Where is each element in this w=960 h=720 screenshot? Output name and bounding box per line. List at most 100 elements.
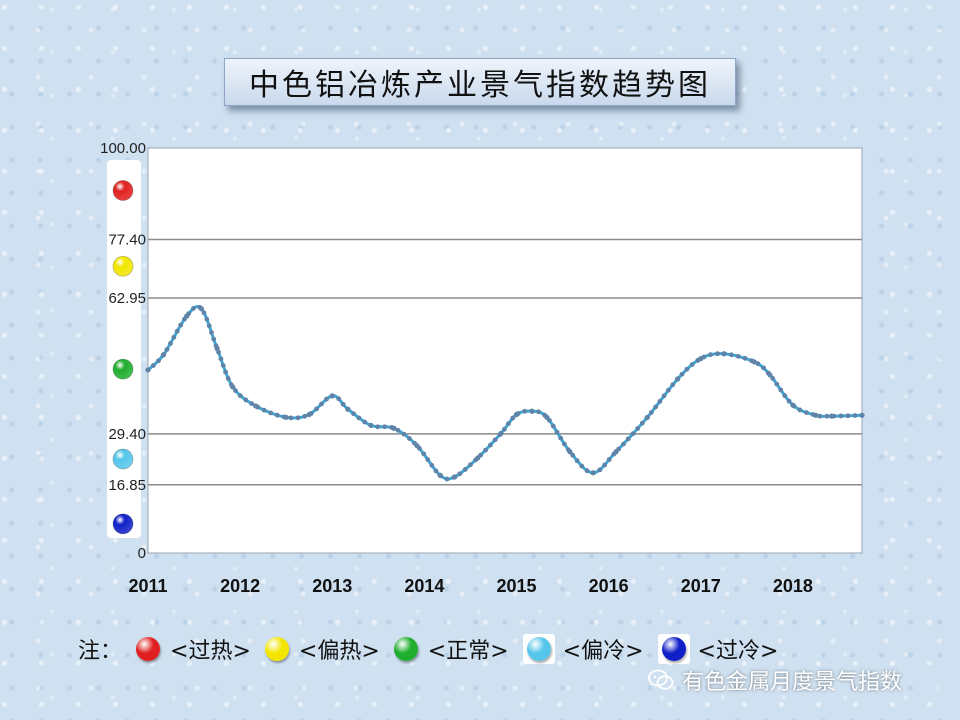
x-tick-label: 2015: [496, 576, 536, 596]
data-point: [751, 359, 757, 365]
data-point: [767, 372, 773, 378]
series-dot: [639, 420, 645, 426]
series-dot: [562, 441, 567, 447]
series-dot: [501, 426, 507, 432]
series-dot: [288, 415, 294, 421]
series-dot: [340, 401, 346, 407]
series-dot: [635, 426, 641, 431]
light-blue-ball-icon: [526, 637, 551, 661]
zone-marker: [112, 255, 134, 277]
series-dot: [558, 435, 564, 441]
data-point: [529, 408, 535, 414]
data-point: [329, 393, 335, 399]
data-point: [230, 384, 236, 390]
series-dot: [314, 406, 319, 412]
data-point: [214, 345, 220, 352]
series-dot: [261, 407, 267, 413]
series-dot: [225, 376, 231, 381]
y-tick-label: 100.00: [100, 140, 146, 157]
data-point: [306, 411, 312, 418]
data-point: [345, 406, 351, 412]
series-dot: [233, 388, 238, 393]
series-dot: [803, 410, 809, 416]
series-dot: [786, 398, 792, 404]
data-point: [253, 403, 259, 409]
zone-strip: [107, 160, 141, 538]
x-tick-label: 2017: [681, 576, 721, 596]
legend: 注： <过热> <偏热> <正常> <偏冷> <过冷>: [78, 628, 792, 670]
legend-label: <偏热>: [298, 639, 380, 664]
data-point: [414, 443, 420, 449]
y-tick-label: 62.95: [108, 290, 146, 307]
series-dot: [468, 462, 473, 468]
series-dot: [657, 398, 663, 404]
data-point: [698, 356, 704, 362]
legend-prefix: 注：: [78, 639, 123, 664]
chart-title: 中色铝冶炼产业景气指数趋势图: [224, 58, 736, 106]
zone-marker: [112, 358, 134, 380]
series-dot: [429, 462, 435, 468]
legend-item-normal: <正常>: [393, 633, 509, 665]
green-ball-icon: [393, 637, 418, 661]
series-dot: [574, 458, 580, 464]
series-dot: [735, 353, 741, 359]
series-dot: [156, 358, 161, 364]
watermark-text: 有色金属月度景气指数: [682, 670, 903, 695]
series-dot: [201, 310, 207, 316]
series-dot: [579, 463, 585, 469]
x-tick-label: 2012: [220, 576, 260, 596]
series-dot: [206, 323, 212, 329]
data-point: [567, 449, 573, 455]
legend-item-warm: <偏热>: [264, 633, 380, 665]
x-tick-label: 2014: [404, 576, 444, 596]
legend-item-overheat: <过热>: [136, 633, 251, 665]
series-dot: [274, 412, 280, 418]
legend-item-cool: <偏冷>: [522, 633, 644, 665]
series-dot: [336, 396, 342, 402]
series-dot: [597, 467, 603, 473]
wechat-icon: [648, 669, 674, 691]
series-dot: [797, 407, 803, 413]
legend-item-overcool: <过冷>: [657, 633, 778, 665]
series-dot: [761, 365, 766, 371]
legend-label: <正常>: [427, 639, 509, 664]
series-dot: [462, 467, 468, 472]
series-dot: [204, 316, 210, 322]
yellow-ball-icon: [264, 637, 289, 661]
zone-marker: [112, 513, 134, 535]
legend-label: <偏冷>: [562, 639, 644, 664]
series-dot: [625, 436, 631, 442]
data-point: [513, 411, 520, 418]
series-dot: [679, 371, 685, 377]
series-dot: [630, 431, 636, 437]
series-dot: [223, 369, 229, 375]
series-dot: [782, 393, 788, 399]
series-dot: [457, 471, 463, 477]
legend-tile: [522, 634, 555, 664]
data-point: [544, 414, 550, 420]
series-dot: [324, 396, 329, 402]
y-tick-label: 29.40: [108, 426, 146, 443]
y-tick-label: 16.85: [108, 477, 146, 494]
plot-area: [147, 147, 863, 554]
series-dot: [570, 452, 576, 458]
series-dot: [550, 423, 556, 429]
zone-marker: [112, 180, 134, 201]
series-dot: [151, 363, 156, 368]
series-dot: [492, 437, 498, 443]
series-dot: [778, 387, 784, 393]
series-dot: [715, 351, 720, 357]
data-point: [391, 425, 397, 431]
series-dot: [220, 363, 226, 368]
zone-marker: [112, 448, 134, 470]
series-dot: [319, 401, 324, 407]
series-dot: [742, 355, 748, 361]
series-dot: [421, 451, 427, 457]
data-point: [644, 414, 650, 420]
series-dot: [621, 441, 626, 447]
series-dot: [774, 381, 780, 387]
series-dot: [536, 409, 542, 415]
data-point: [790, 402, 796, 408]
series-dot: [653, 404, 659, 410]
data-point: [161, 351, 167, 358]
